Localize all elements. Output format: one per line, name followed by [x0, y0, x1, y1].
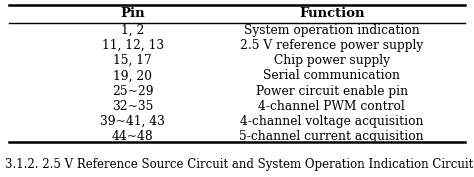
Text: Pin: Pin — [120, 7, 145, 20]
Text: System operation indication: System operation indication — [244, 24, 419, 37]
Text: 3.1.2. 2.5 V Reference Source Circuit and System Operation Indication Circuit: 3.1.2. 2.5 V Reference Source Circuit an… — [5, 158, 473, 171]
Text: 19, 20: 19, 20 — [113, 69, 152, 82]
Text: Power circuit enable pin: Power circuit enable pin — [256, 85, 408, 98]
Text: 11, 12, 13: 11, 12, 13 — [101, 39, 164, 52]
Text: 44~48: 44~48 — [112, 130, 154, 143]
Text: 1, 2: 1, 2 — [121, 24, 145, 37]
Text: 4-channel voltage acquisition: 4-channel voltage acquisition — [240, 115, 424, 128]
Text: 15, 17: 15, 17 — [113, 54, 152, 67]
Text: Function: Function — [299, 7, 365, 20]
Text: 5-channel current acquisition: 5-channel current acquisition — [239, 130, 424, 143]
Text: Serial communication: Serial communication — [263, 69, 401, 82]
Text: Chip power supply: Chip power supply — [274, 54, 390, 67]
Text: 39~41, 43: 39~41, 43 — [100, 115, 165, 128]
Text: 2.5 V reference power supply: 2.5 V reference power supply — [240, 39, 423, 52]
Text: 32~35: 32~35 — [112, 100, 154, 113]
Text: 25~29: 25~29 — [112, 85, 154, 98]
Text: 4-channel PWM control: 4-channel PWM control — [258, 100, 405, 113]
